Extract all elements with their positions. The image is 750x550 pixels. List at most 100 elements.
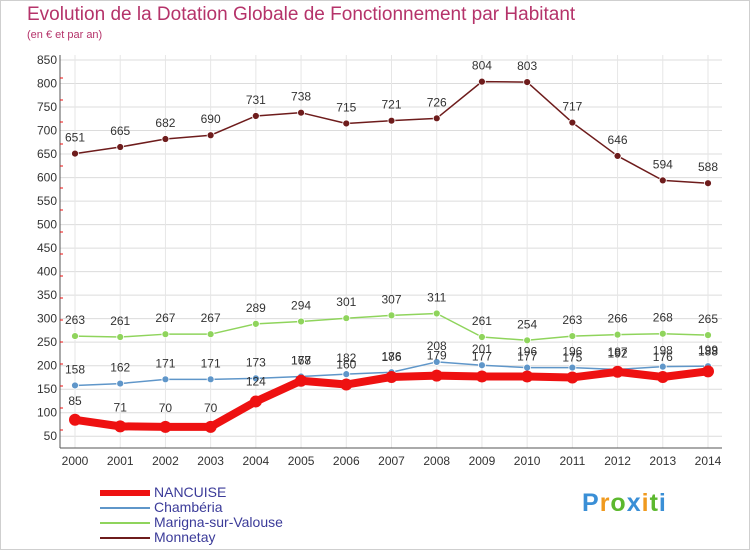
data-label: 171 (201, 356, 221, 370)
data-point[interactable] (251, 319, 260, 328)
data-point[interactable] (568, 363, 577, 372)
data-point[interactable] (430, 369, 443, 382)
data-point[interactable] (478, 77, 486, 86)
data-point[interactable] (116, 143, 125, 151)
data-label: 294 (291, 298, 311, 312)
data-point[interactable] (161, 375, 170, 384)
data-point[interactable] (297, 108, 305, 117)
y-tick-label: 600 (37, 171, 57, 185)
data-point[interactable] (521, 370, 534, 383)
data-point[interactable] (385, 370, 398, 383)
data-point[interactable] (523, 363, 532, 372)
data-point[interactable] (478, 333, 486, 341)
data-label: 177 (472, 350, 492, 364)
data-label: 726 (427, 95, 447, 109)
data-point[interactable] (251, 374, 260, 383)
data-point[interactable] (206, 375, 215, 384)
data-point[interactable] (568, 332, 577, 340)
y-tick-label: 450 (37, 241, 57, 255)
data-point[interactable] (161, 330, 170, 339)
data-point[interactable] (71, 332, 79, 340)
data-point[interactable] (116, 333, 125, 341)
data-label: 717 (562, 100, 582, 114)
data-label: 651 (65, 131, 85, 145)
data-point[interactable] (523, 336, 532, 345)
data-point[interactable] (568, 118, 577, 127)
data-label: 715 (336, 100, 356, 114)
y-tick-label: 400 (37, 265, 57, 279)
legend-label: Chambéria (154, 499, 223, 515)
y-tick-label: 750 (37, 100, 57, 114)
data-label: 646 (608, 133, 628, 147)
chart-subtitle: (en € et par an) (27, 29, 103, 41)
data-point[interactable] (475, 370, 488, 383)
data-point[interactable] (71, 149, 79, 158)
grid (60, 55, 722, 448)
data-point[interactable] (613, 152, 622, 160)
data-point[interactable] (69, 413, 81, 426)
data-label: 267 (155, 311, 175, 325)
data-point[interactable] (71, 381, 79, 390)
data-point[interactable] (342, 370, 351, 379)
logo-letter: i (658, 489, 667, 517)
x-tick-label: 2003 (197, 454, 224, 468)
data-point[interactable] (295, 374, 308, 387)
data-point[interactable] (566, 371, 579, 384)
data-point[interactable] (658, 176, 667, 185)
y-tick-label: 200 (37, 359, 57, 373)
data-label: 196 (517, 345, 537, 359)
y-tick-label: 150 (37, 382, 57, 396)
data-point[interactable] (251, 112, 260, 120)
data-point[interactable] (432, 114, 441, 123)
data-label: 311 (427, 290, 446, 304)
data-point[interactable] (342, 119, 351, 128)
y-tick-label: 250 (37, 335, 57, 349)
data-point[interactable] (704, 331, 712, 340)
y-tick-label: 350 (37, 288, 57, 302)
legend-swatch-1 (100, 507, 150, 509)
logo-letter: t (649, 489, 659, 517)
data-point[interactable] (116, 379, 125, 388)
data-point[interactable] (432, 309, 441, 318)
data-point[interactable] (249, 395, 262, 408)
data-label: 182 (336, 351, 356, 365)
data-point[interactable] (206, 330, 215, 339)
data-label: 175 (562, 350, 582, 364)
data-label: 192 (608, 346, 628, 360)
data-label: 594 (653, 157, 673, 171)
data-label: 160 (336, 358, 356, 372)
x-tick-label: 2011 (559, 454, 585, 468)
data-point[interactable] (387, 116, 396, 125)
data-point[interactable] (204, 420, 217, 433)
data-point[interactable] (658, 329, 667, 338)
y-tick-label: 300 (37, 312, 57, 326)
data-point[interactable] (387, 311, 396, 320)
data-point[interactable] (704, 179, 712, 188)
data-point[interactable] (206, 131, 215, 140)
x-tick-label: 2009 (469, 454, 496, 468)
legend-swatch (100, 490, 150, 496)
data-point[interactable] (478, 361, 486, 370)
data-point[interactable] (342, 314, 351, 323)
data-point[interactable] (523, 78, 532, 87)
data-point[interactable] (297, 317, 305, 326)
data-label: 198 (653, 344, 673, 358)
data-point[interactable] (656, 370, 669, 383)
data-point[interactable] (611, 365, 624, 378)
data-label: 71 (114, 400, 128, 414)
data-point[interactable] (702, 365, 714, 378)
data-point[interactable] (658, 362, 667, 371)
data-point[interactable] (161, 135, 170, 143)
data-point[interactable] (432, 358, 441, 366)
data-label: 186 (381, 349, 401, 363)
data-label: 176 (381, 350, 401, 364)
data-label: 261 (110, 314, 130, 328)
data-point[interactable] (159, 420, 172, 433)
logo-letter: r (599, 489, 611, 517)
data-label: 267 (201, 311, 221, 325)
data-point[interactable] (340, 378, 353, 391)
data-point[interactable] (114, 420, 127, 433)
data-label: 682 (155, 116, 175, 130)
data-point[interactable] (613, 330, 622, 339)
